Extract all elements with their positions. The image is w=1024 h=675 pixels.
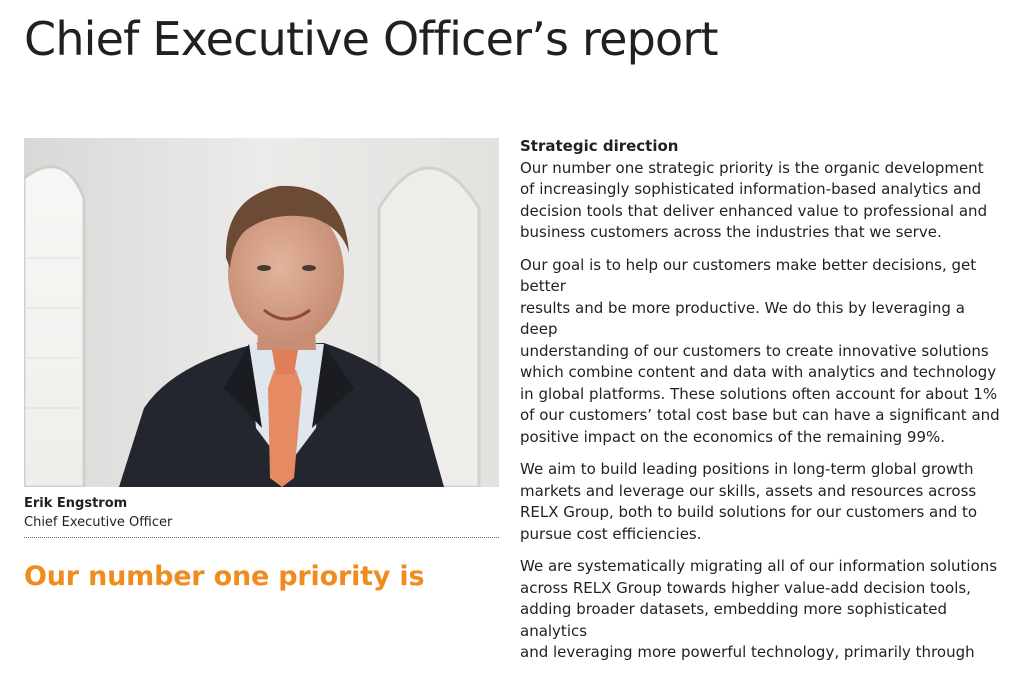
portrait-photo xyxy=(24,138,499,487)
portrait-illustration xyxy=(24,138,499,487)
paragraph: Our number one strategic priority is the… xyxy=(520,158,988,242)
photo-caption-name: Erik Engstrom xyxy=(24,496,128,511)
paragraph: We are systematically migrating all of o… xyxy=(520,557,998,661)
article-body: Strategic direction Our number one strat… xyxy=(520,136,1000,675)
section-heading: Strategic direction xyxy=(520,137,679,155)
dotted-divider xyxy=(24,537,499,538)
paragraph: We aim to build leading positions in lon… xyxy=(520,460,978,543)
paragraph: Our goal is to help our customers make b… xyxy=(520,255,1000,446)
photo-caption-role: Chief Executive Officer xyxy=(24,515,173,530)
pull-quote: Our number one priority is xyxy=(24,561,425,592)
page-title: Chief Executive Officer’s report xyxy=(24,12,719,66)
